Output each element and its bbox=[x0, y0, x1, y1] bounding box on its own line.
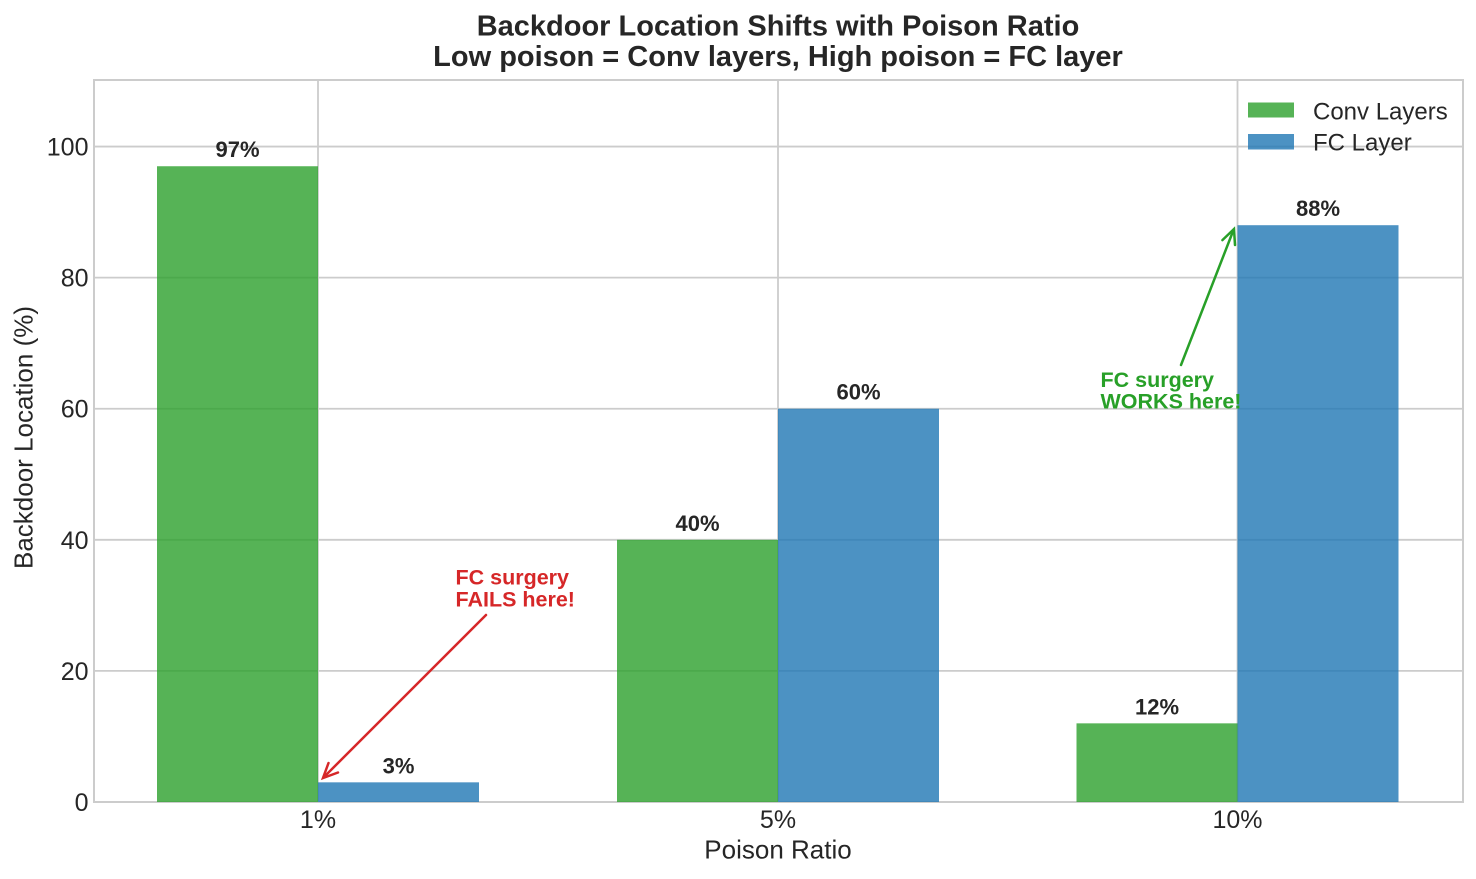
svg-text:Backdoor Location (%): Backdoor Location (%) bbox=[9, 306, 39, 569]
svg-text:FC surgery: FC surgery bbox=[456, 566, 570, 590]
svg-text:Low poison = Conv layers, High: Low poison = Conv layers, High poison = … bbox=[433, 41, 1123, 73]
svg-text:100: 100 bbox=[47, 134, 89, 162]
svg-text:20: 20 bbox=[61, 658, 89, 686]
svg-text:40%: 40% bbox=[675, 511, 719, 536]
svg-text:60%: 60% bbox=[836, 380, 880, 405]
svg-text:Poison Ratio: Poison Ratio bbox=[704, 835, 851, 865]
svg-text:88%: 88% bbox=[1296, 196, 1340, 221]
svg-text:WORKS here!: WORKS here! bbox=[1101, 390, 1242, 414]
svg-text:80: 80 bbox=[61, 265, 89, 293]
svg-text:Backdoor Location Shifts with: Backdoor Location Shifts with Poison Rat… bbox=[477, 11, 1080, 43]
svg-text:FC Layer: FC Layer bbox=[1313, 130, 1412, 157]
svg-text:60: 60 bbox=[61, 396, 89, 424]
svg-text:10%: 10% bbox=[1212, 806, 1262, 834]
svg-text:FC surgery: FC surgery bbox=[1101, 368, 1215, 392]
svg-text:40: 40 bbox=[61, 527, 89, 555]
svg-text:97%: 97% bbox=[215, 137, 259, 162]
svg-text:Conv Layers: Conv Layers bbox=[1313, 99, 1448, 126]
svg-text:FAILS here!: FAILS here! bbox=[456, 588, 575, 612]
svg-text:0: 0 bbox=[75, 789, 89, 817]
svg-text:3%: 3% bbox=[383, 753, 415, 778]
svg-text:1%: 1% bbox=[300, 806, 336, 834]
svg-text:5%: 5% bbox=[760, 806, 796, 834]
svg-text:12%: 12% bbox=[1135, 694, 1179, 719]
